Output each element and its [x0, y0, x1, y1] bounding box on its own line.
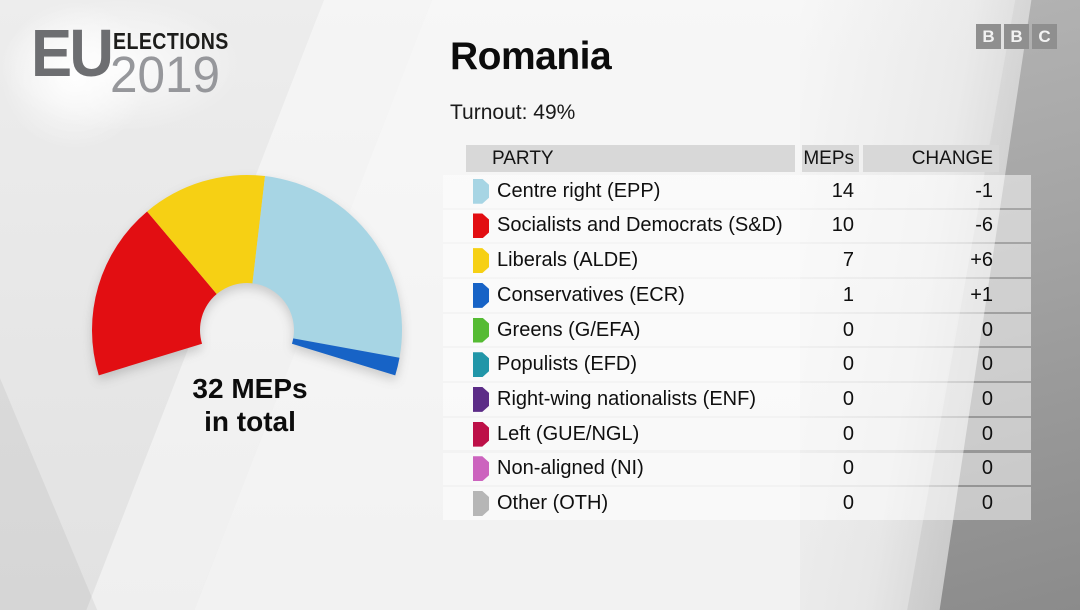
party-color-marker [473, 282, 489, 308]
logo-eu-text: EU [31, 16, 114, 91]
party-name: Right-wing nationalists (ENF) [497, 387, 756, 410]
party-meps-value: 10 [831, 214, 854, 237]
party-color-marker [473, 490, 489, 516]
party-name: Liberals (ALDE) [497, 249, 639, 272]
table-row: Populists (EFD) 0 0 [443, 348, 1031, 382]
party-meps-value: 0 [842, 387, 854, 410]
party-change-value: +1 [970, 283, 993, 306]
party-name: Non-aligned (NI) [497, 457, 644, 480]
turnout-label: Turnout: 49% [450, 101, 576, 124]
party-meps-value: 0 [842, 318, 854, 341]
party-change-value: 0 [981, 491, 993, 514]
chart-caption-glow [0, 0, 240, 130]
table-row: Left (GUE/NGL) 0 0 [443, 417, 1031, 451]
party-meps-value: 1 [842, 283, 854, 306]
party-name: Centre right (EPP) [497, 179, 661, 202]
party-meps-value: 0 [842, 422, 854, 445]
hemicycle-segment-EPP [252, 176, 403, 358]
party-change-value: -1 [975, 179, 993, 202]
hemicycle-segment-ALDE [147, 174, 266, 295]
party-color-marker [473, 317, 489, 343]
table-row: Non-aligned (NI) 0 0 [443, 452, 1031, 486]
table-row: Other (OTH) 0 0 [443, 487, 1031, 520]
party-name: Left (GUE/NGL) [497, 422, 640, 445]
party-name: Other (OTH) [497, 491, 609, 514]
results-table: PARTY MEPs CHANGE Centre right (EPP) 14 -1… [443, 145, 1031, 520]
party-color-marker [473, 178, 489, 204]
table-body: Centre right (EPP) 14 -1 Socialists and Dem… [443, 175, 1031, 520]
page-title: Romania [450, 35, 612, 78]
party-color-marker [473, 352, 489, 378]
party-change-value: 0 [981, 318, 993, 341]
party-color-marker [473, 248, 489, 274]
column-header-meps: MEPs [802, 145, 859, 172]
party-meps-value: 7 [842, 249, 854, 272]
party-meps-value: 0 [842, 457, 854, 480]
bbc-block: B [976, 24, 1001, 49]
party-meps-value: 14 [831, 179, 854, 202]
party-name: Populists (EFD) [497, 353, 638, 376]
party-color-marker [473, 213, 489, 239]
logo-elections-text: ELECTIONS [113, 28, 229, 54]
column-header-change: CHANGE [863, 145, 999, 172]
party-change-value: 0 [981, 457, 993, 480]
party-name: Conservatives (ECR) [497, 283, 685, 306]
hemicycle-segment-SD [91, 211, 217, 376]
hemicycle-chart-svg [91, 174, 403, 376]
party-name: Greens (G/EFA) [497, 318, 641, 341]
chart-total-line1: 32 MEPs [192, 373, 308, 404]
party-change-value: 0 [981, 353, 993, 376]
party-change-value: +6 [970, 249, 993, 272]
table-row: Greens (G/EFA) 0 0 [443, 313, 1031, 347]
party-meps-value: 0 [842, 491, 854, 514]
party-change-value: 0 [981, 387, 993, 410]
party-meps-value: 0 [842, 353, 854, 376]
logo-year-text: 2019 [110, 46, 221, 103]
hemicycle-segment-ECR [291, 338, 400, 376]
table-row: Conservatives (ECR) 1 +1 [443, 279, 1031, 312]
table-row: Right-wing nationalists (ENF) 0 0 [443, 383, 1031, 416]
party-name: Socialists and Democrats (S&D) [497, 214, 783, 237]
party-color-marker [473, 421, 489, 447]
party-change-value: 0 [981, 422, 993, 445]
party-color-marker [473, 386, 489, 412]
table-header: PARTY MEPs CHANGE [443, 145, 1031, 172]
party-change-value: -6 [975, 214, 993, 237]
bbc-block: B [1004, 24, 1029, 49]
table-row: Socialists and Democrats (S&D) 10 -6 [443, 209, 1031, 243]
table-row: Liberals (ALDE) 7 +6 [443, 244, 1031, 277]
table-row: Centre right (EPP) 14 -1 [443, 175, 1031, 208]
column-header-party: PARTY [466, 145, 795, 172]
bbc-block: C [1032, 24, 1057, 49]
party-color-marker [473, 456, 489, 482]
chart-total-label: 32 MEPs in total [85, 372, 415, 438]
chart-total-line2: in total [204, 406, 296, 437]
